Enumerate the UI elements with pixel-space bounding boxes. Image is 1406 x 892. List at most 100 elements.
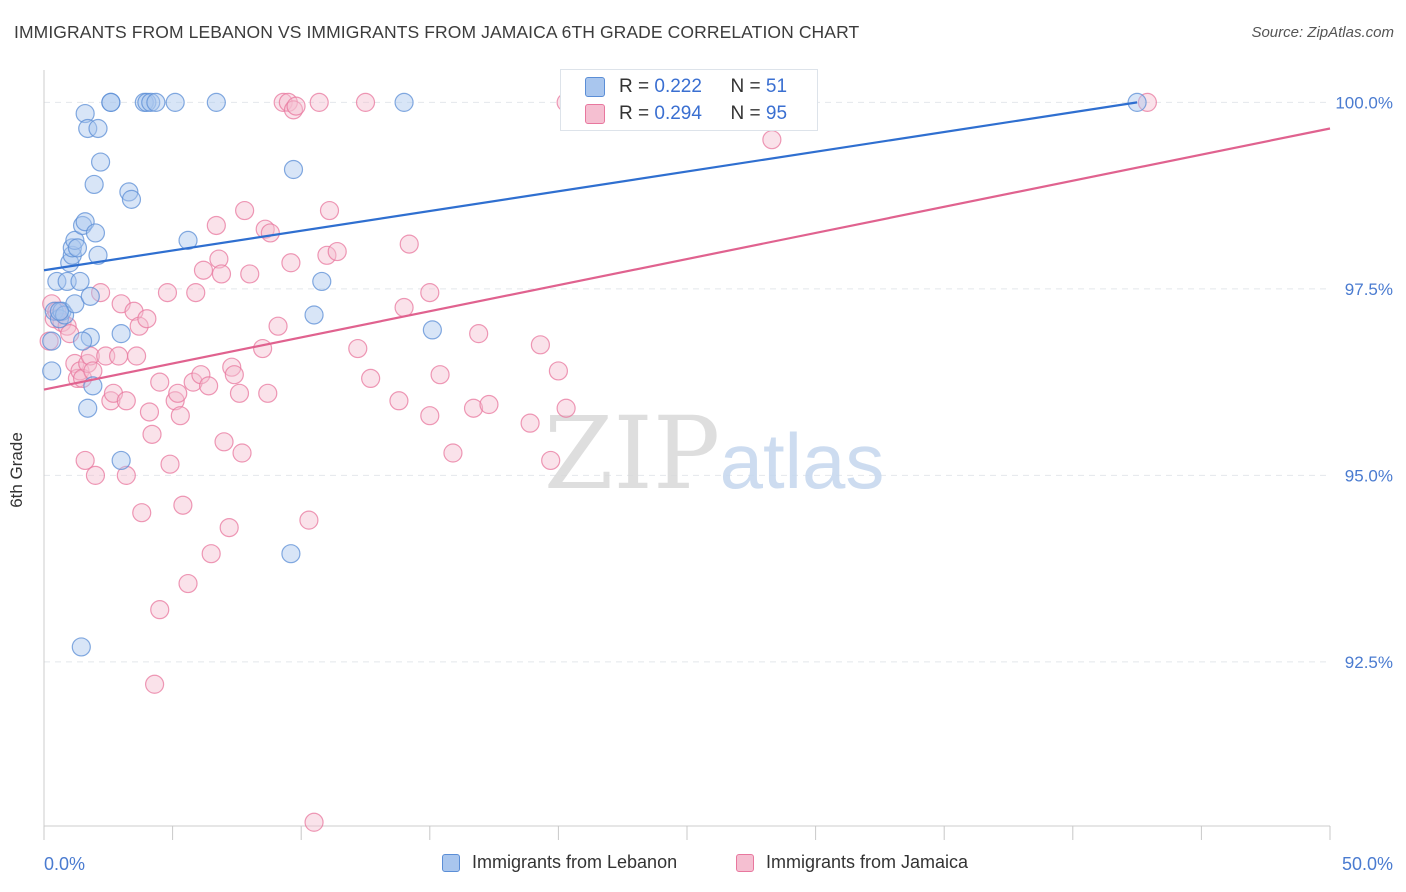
point-jamaica [348, 338, 368, 359]
point-lebanon [88, 118, 108, 139]
point-lebanon [281, 544, 301, 564]
point-jamaica [142, 424, 162, 444]
y-axis-label: 6th Grade [7, 432, 26, 508]
point-lebanon [101, 92, 121, 112]
point-lebanon [90, 152, 111, 172]
point-jamaica [191, 365, 211, 385]
r-value-jamaica: 0.294 [654, 103, 702, 124]
point-jamaica [258, 383, 278, 403]
point-lebanon [119, 182, 139, 202]
legend-swatch-jamaica [736, 853, 754, 872]
point-lebanon [422, 320, 442, 340]
y-tick-label: 97.5% [1345, 280, 1393, 299]
data-points [39, 92, 1157, 832]
point-jamaica [530, 335, 550, 355]
point-jamaica [219, 517, 239, 538]
point-lebanon [49, 301, 70, 321]
point-lebanon [84, 174, 104, 195]
point-lebanon [62, 238, 82, 258]
x-tick-label-min: 0.0% [44, 854, 85, 874]
point-jamaica [235, 200, 255, 221]
point-jamaica [1137, 92, 1157, 112]
point-lebanon [70, 271, 90, 292]
point-lebanon [121, 189, 142, 209]
legend-swatch-lebanon [442, 853, 460, 872]
stats-row-lebanon: R = 0.222 N = 51 [585, 74, 788, 100]
point-jamaica [170, 406, 190, 426]
point-jamaica [273, 92, 293, 112]
point-jamaica [255, 219, 275, 239]
point-jamaica [132, 503, 152, 523]
point-jamaica [281, 253, 301, 273]
point-lebanon [78, 398, 98, 418]
point-jamaica [443, 443, 463, 463]
legend-item-jamaica[interactable]: Immigrants from Jamaica [736, 852, 968, 873]
point-jamaica [150, 600, 170, 620]
point-lebanon [394, 92, 414, 112]
point-jamaica [389, 391, 409, 411]
legend-label-jamaica: Immigrants from Jamaica [766, 852, 969, 872]
point-jamaica [304, 812, 324, 832]
stats-row-jamaica: R = 0.294 N = 95 [585, 101, 787, 127]
n-value-lebanon: 51 [765, 76, 788, 97]
point-jamaica [199, 376, 219, 396]
point-jamaica [186, 283, 206, 303]
point-jamaica [137, 309, 157, 329]
point-jamaica [268, 316, 288, 336]
point-jamaica [157, 283, 178, 303]
stats-legend: R = 0.222 N = 51 R = 0.294 N = 95 [560, 69, 818, 131]
r-value-lebanon: 0.222 [654, 76, 702, 97]
point-jamaica [206, 215, 226, 236]
point-jamaica [144, 674, 165, 694]
point-jamaica [193, 260, 214, 280]
point-jamaica [178, 573, 198, 594]
trend-line-lebanon [43, 101, 1138, 272]
point-jamaica [430, 365, 450, 385]
tick-labels: 92.5% 95.0% 97.5% 100.0% 0.0% 50.0% [44, 93, 1393, 874]
point-jamaica [399, 234, 419, 254]
legend-item-lebanon[interactable]: Immigrants from Lebanon [442, 852, 677, 873]
point-jamaica [299, 510, 319, 530]
point-lebanon [71, 637, 91, 657]
n-label: N = [730, 76, 761, 97]
point-jamaica [126, 346, 147, 366]
r-label: R = [619, 103, 650, 124]
point-jamaica [286, 96, 306, 116]
watermark: ZIP atlas [544, 395, 885, 512]
point-lebanon [88, 245, 108, 265]
point-lebanon [49, 309, 70, 329]
point-lebanon [304, 305, 324, 325]
point-lebanon [312, 271, 332, 292]
point-jamaica [520, 413, 540, 433]
point-lebanon [47, 271, 67, 292]
point-lebanon [72, 331, 93, 351]
point-lebanon [165, 92, 185, 112]
point-lebanon [80, 286, 100, 306]
point-jamaica [201, 544, 221, 564]
point-jamaica [260, 223, 280, 243]
point-jamaica [116, 391, 136, 411]
point-jamaica [469, 324, 489, 344]
point-jamaica [548, 361, 569, 381]
point-jamaica [556, 398, 576, 418]
point-jamaica [229, 383, 250, 403]
point-jamaica [479, 394, 499, 415]
n-label: N = [730, 103, 761, 124]
point-lebanon [283, 159, 304, 180]
point-lebanon [65, 294, 85, 314]
point-jamaica [224, 365, 244, 385]
point-lebanon [141, 92, 161, 112]
point-lebanon [75, 103, 95, 124]
chart-title: IMMIGRANTS FROM LEBANON VS IMMIGRANTS FR… [14, 22, 860, 42]
point-lebanon [42, 331, 62, 351]
point-jamaica [139, 402, 160, 422]
point-jamaica [541, 450, 561, 471]
point-jamaica [57, 316, 77, 336]
point-jamaica [394, 297, 414, 318]
point-jamaica [214, 432, 234, 452]
y-tick-label: 95.0% [1345, 466, 1393, 485]
source-label: Source: ZipAtlas.com [1251, 24, 1394, 41]
point-jamaica [101, 391, 121, 411]
point-jamaica [211, 264, 232, 284]
